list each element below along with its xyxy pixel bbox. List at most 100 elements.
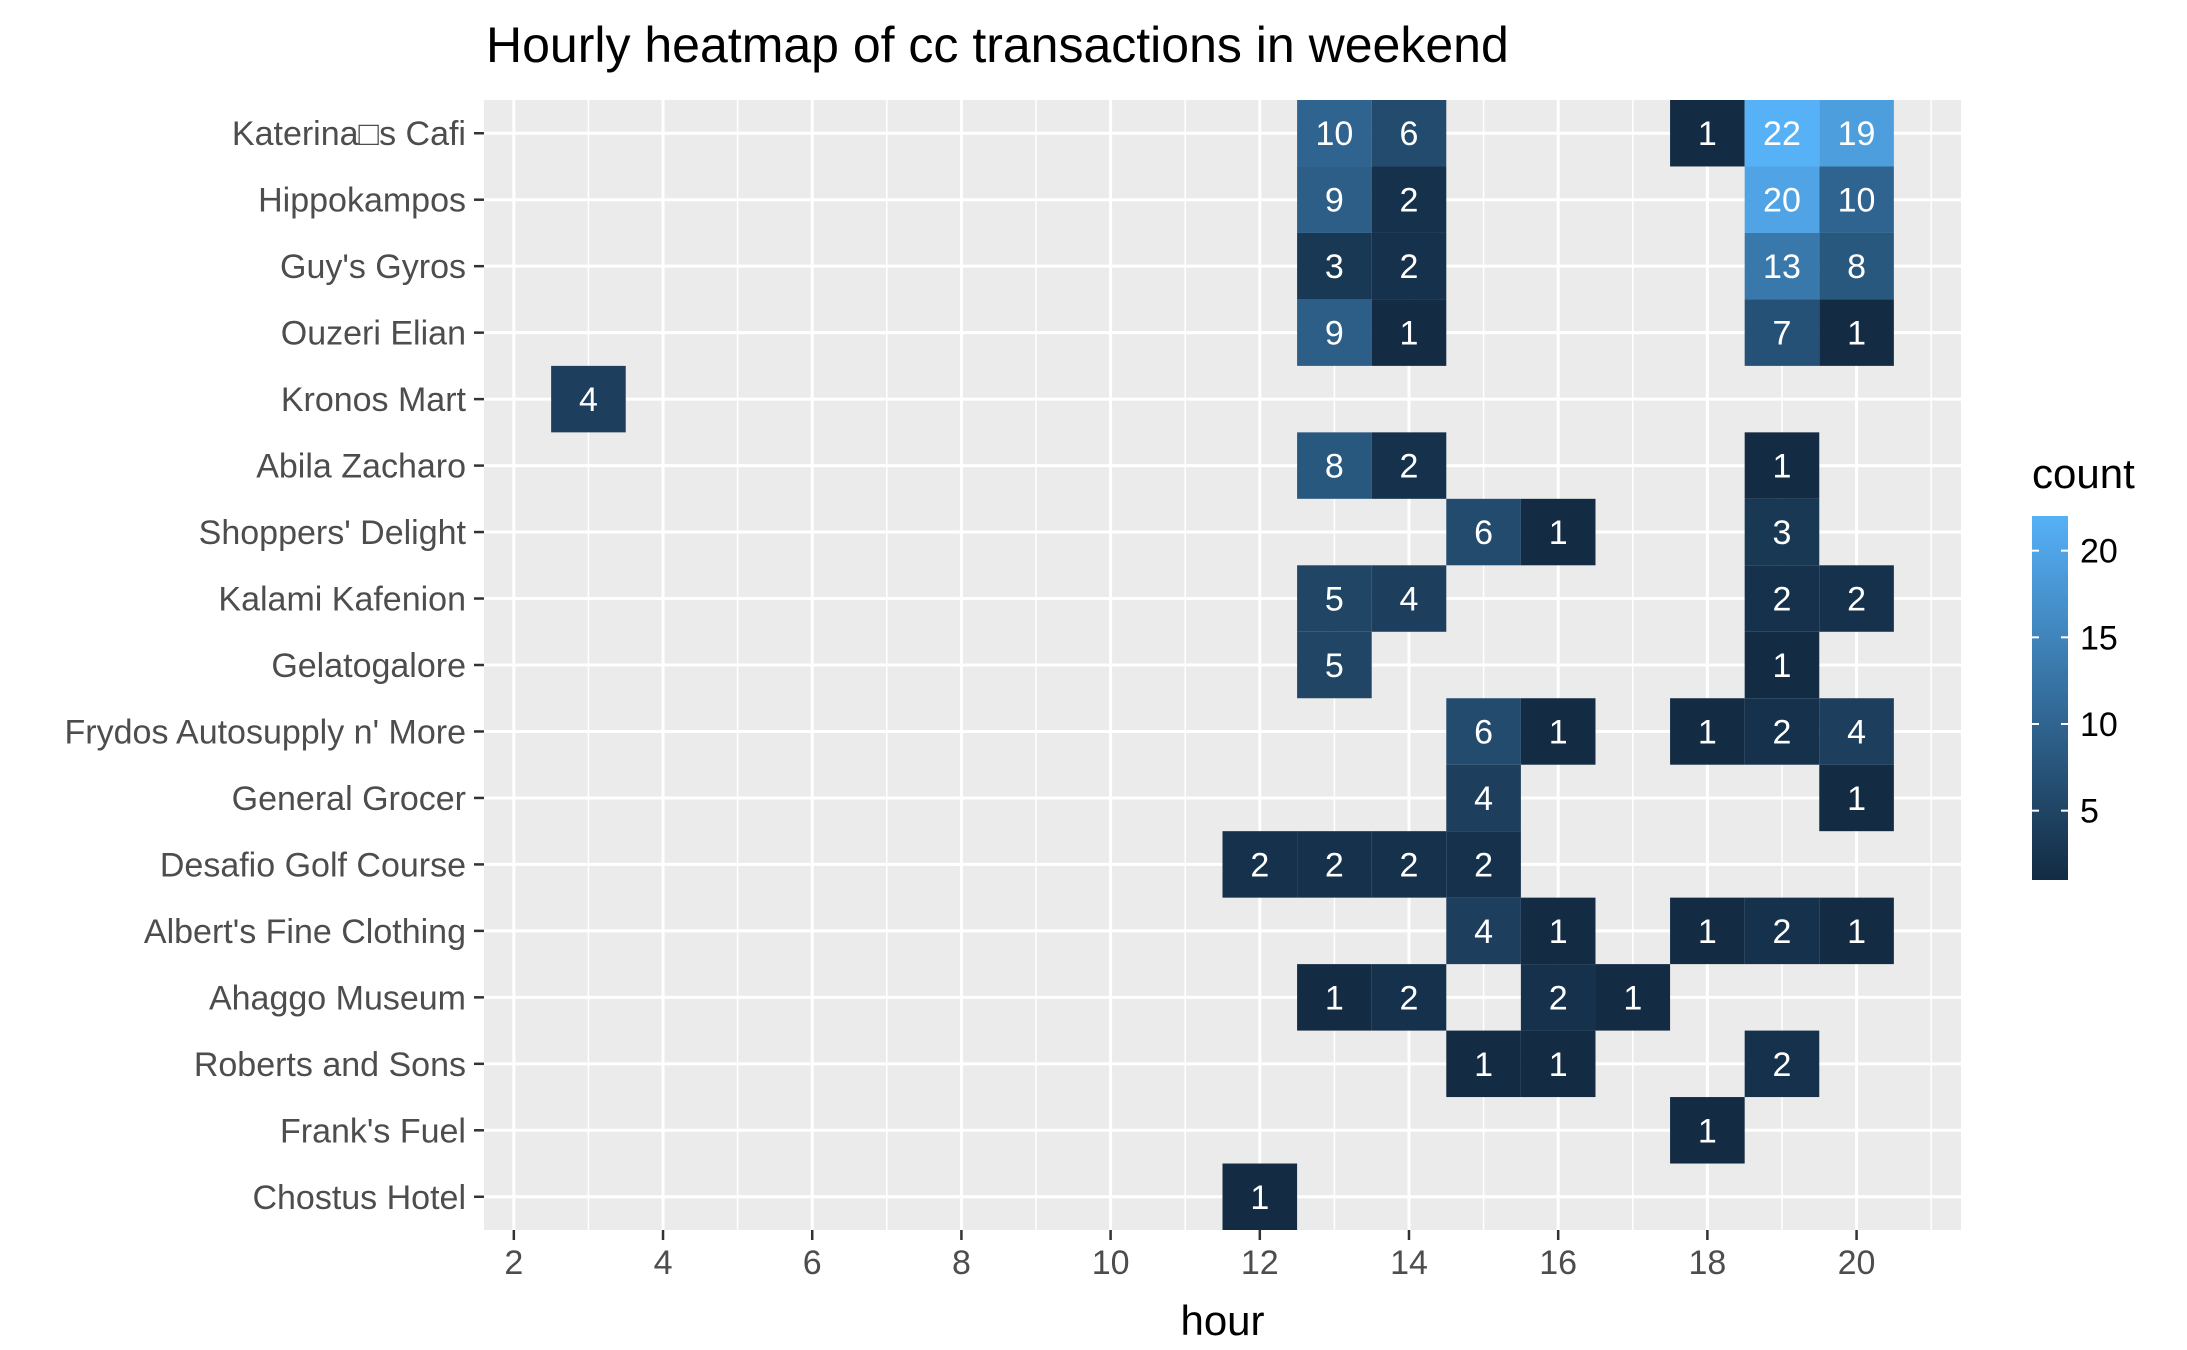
heatmap-cell bbox=[1520, 498, 1596, 566]
y-tick-label: Ahaggo Museum bbox=[209, 979, 466, 1017]
heatmap-cell bbox=[1297, 964, 1372, 1031]
cell-count-label: 6 bbox=[1474, 713, 1493, 751]
cell-count-label: 1 bbox=[1773, 647, 1792, 685]
heatmap-cell bbox=[1297, 232, 1372, 300]
cell-count-label: 9 bbox=[1325, 315, 1344, 353]
y-tick-label: Chostus Hotel bbox=[252, 1179, 466, 1217]
cell-count-label: 4 bbox=[1474, 913, 1493, 951]
cell-count-label: 22 bbox=[1763, 115, 1801, 153]
legend-title: count bbox=[2032, 450, 2135, 497]
heatmap-cell bbox=[1371, 232, 1447, 300]
cell-count-label: 2 bbox=[1400, 248, 1419, 286]
cell-count-label: 19 bbox=[1838, 115, 1876, 153]
cell-count-label: 9 bbox=[1325, 182, 1344, 220]
cell-count-label: 1 bbox=[1773, 448, 1792, 486]
heatmap-cell bbox=[1520, 1030, 1596, 1098]
y-tick-label: Desafio Golf Course bbox=[160, 846, 466, 884]
cell-count-label: 1 bbox=[1847, 913, 1866, 951]
legend-ticks: 5 10 15 20 bbox=[2032, 533, 2118, 831]
heatmap-cell bbox=[1446, 498, 1521, 566]
cell-count-label: 1 bbox=[1325, 979, 1344, 1017]
y-tick-label: Hippokampos bbox=[258, 182, 466, 220]
heatmap-cells bbox=[551, 100, 1894, 1230]
heatmap-cell bbox=[1744, 698, 1820, 765]
cell-count-label: 1 bbox=[1549, 514, 1568, 552]
cell-count-label: 20 bbox=[1763, 182, 1801, 220]
x-tick-label: 18 bbox=[1688, 1244, 1726, 1282]
heatmap-cell bbox=[1819, 232, 1894, 300]
cell-count-label: 1 bbox=[1250, 1179, 1269, 1217]
y-tick-label: Abila Zacharo bbox=[256, 448, 466, 486]
y-tick-label: Guy's Gyros bbox=[280, 248, 466, 286]
y-tick-label: General Grocer bbox=[232, 780, 466, 818]
heatmap-cell bbox=[1520, 698, 1596, 765]
y-tick-label: Shoppers' Delight bbox=[199, 514, 467, 552]
x-tick-label: 6 bbox=[803, 1244, 822, 1282]
cell-count-label: 1 bbox=[1698, 115, 1717, 153]
x-tick-label: 14 bbox=[1390, 1244, 1428, 1282]
heatmap-cell bbox=[1297, 299, 1372, 366]
heatmap-cell bbox=[1744, 100, 1820, 167]
heatmap-cell bbox=[1297, 100, 1372, 167]
cell-count-label: 2 bbox=[1400, 846, 1419, 884]
x-axis-label: hour bbox=[1180, 1297, 1264, 1344]
cell-count-label: 1 bbox=[1847, 780, 1866, 818]
y-tick-label: Gelatogalore bbox=[271, 647, 466, 685]
cell-count-label: 4 bbox=[579, 381, 598, 419]
heatmap-cell bbox=[1446, 764, 1521, 832]
heatmap-cell bbox=[1819, 897, 1894, 965]
heatmap-cell bbox=[1297, 565, 1372, 632]
heatmap-cell bbox=[1744, 1030, 1820, 1098]
heatmap-cell bbox=[1297, 432, 1372, 499]
heatmap-cell bbox=[1670, 698, 1745, 765]
cell-count-label: 2 bbox=[1773, 1046, 1792, 1084]
heatmap-cell bbox=[1371, 299, 1447, 366]
heatmap-cell bbox=[1371, 964, 1447, 1031]
heatmap-cell bbox=[1446, 897, 1521, 965]
cell-count-label: 6 bbox=[1474, 514, 1493, 552]
heatmap-cell bbox=[1520, 964, 1596, 1031]
heatmap-cell bbox=[1371, 565, 1447, 632]
cell-count-label: 1 bbox=[1698, 913, 1717, 951]
heatmap-cell bbox=[1744, 432, 1820, 499]
cell-count-label: 8 bbox=[1847, 248, 1866, 286]
cell-count-label: 2 bbox=[1773, 913, 1792, 951]
heatmap-cell bbox=[551, 365, 626, 433]
heatmap-cell bbox=[1670, 897, 1745, 965]
heatmap-cell bbox=[1595, 964, 1671, 1031]
legend-tick-label: 5 bbox=[2080, 793, 2099, 831]
heatmap-cell bbox=[1744, 299, 1820, 366]
cell-count-label: 1 bbox=[1474, 1046, 1493, 1084]
heatmap-cell bbox=[1744, 498, 1820, 566]
cell-count-label: 3 bbox=[1325, 248, 1344, 286]
legend-tick-label: 20 bbox=[2080, 533, 2118, 571]
cell-count-label: 2 bbox=[1250, 846, 1269, 884]
heatmap-cell bbox=[1819, 166, 1894, 233]
cell-count-label: 2 bbox=[1400, 979, 1419, 1017]
cell-count-label: 1 bbox=[1549, 713, 1568, 751]
y-tick-label: Ouzeri Elian bbox=[281, 315, 466, 353]
y-axis: Katerina□s Cafi Hippokampos Guy's Gyros Ouz… bbox=[65, 115, 484, 1217]
heatmap-cell bbox=[1744, 232, 1820, 300]
cell-count-label: 1 bbox=[1698, 713, 1717, 751]
heatmap-cell bbox=[1371, 166, 1447, 233]
cell-count-label: 4 bbox=[1400, 581, 1419, 619]
x-tick-label: 4 bbox=[654, 1244, 673, 1282]
cell-count-label: 2 bbox=[1325, 846, 1344, 884]
heatmap-cell bbox=[1819, 764, 1894, 832]
cell-count-label: 6 bbox=[1400, 115, 1419, 153]
heatmap-cell bbox=[1819, 299, 1894, 366]
cell-count-label: 8 bbox=[1325, 448, 1344, 486]
heatmap-cell bbox=[1446, 1030, 1521, 1098]
y-tick-label: Kalami Kafenion bbox=[218, 581, 466, 619]
x-tick-label: 8 bbox=[952, 1244, 971, 1282]
cell-count-label: 2 bbox=[1549, 979, 1568, 1017]
heatmap-cell bbox=[1371, 831, 1447, 898]
heatmap-cell bbox=[1744, 897, 1820, 965]
y-tick-label: Albert's Fine Clothing bbox=[144, 913, 466, 951]
heatmap-cell bbox=[1744, 631, 1820, 699]
heatmap-cell bbox=[1744, 565, 1820, 632]
legend-colorbar bbox=[2032, 516, 2068, 880]
cell-count-label: 2 bbox=[1474, 846, 1493, 884]
